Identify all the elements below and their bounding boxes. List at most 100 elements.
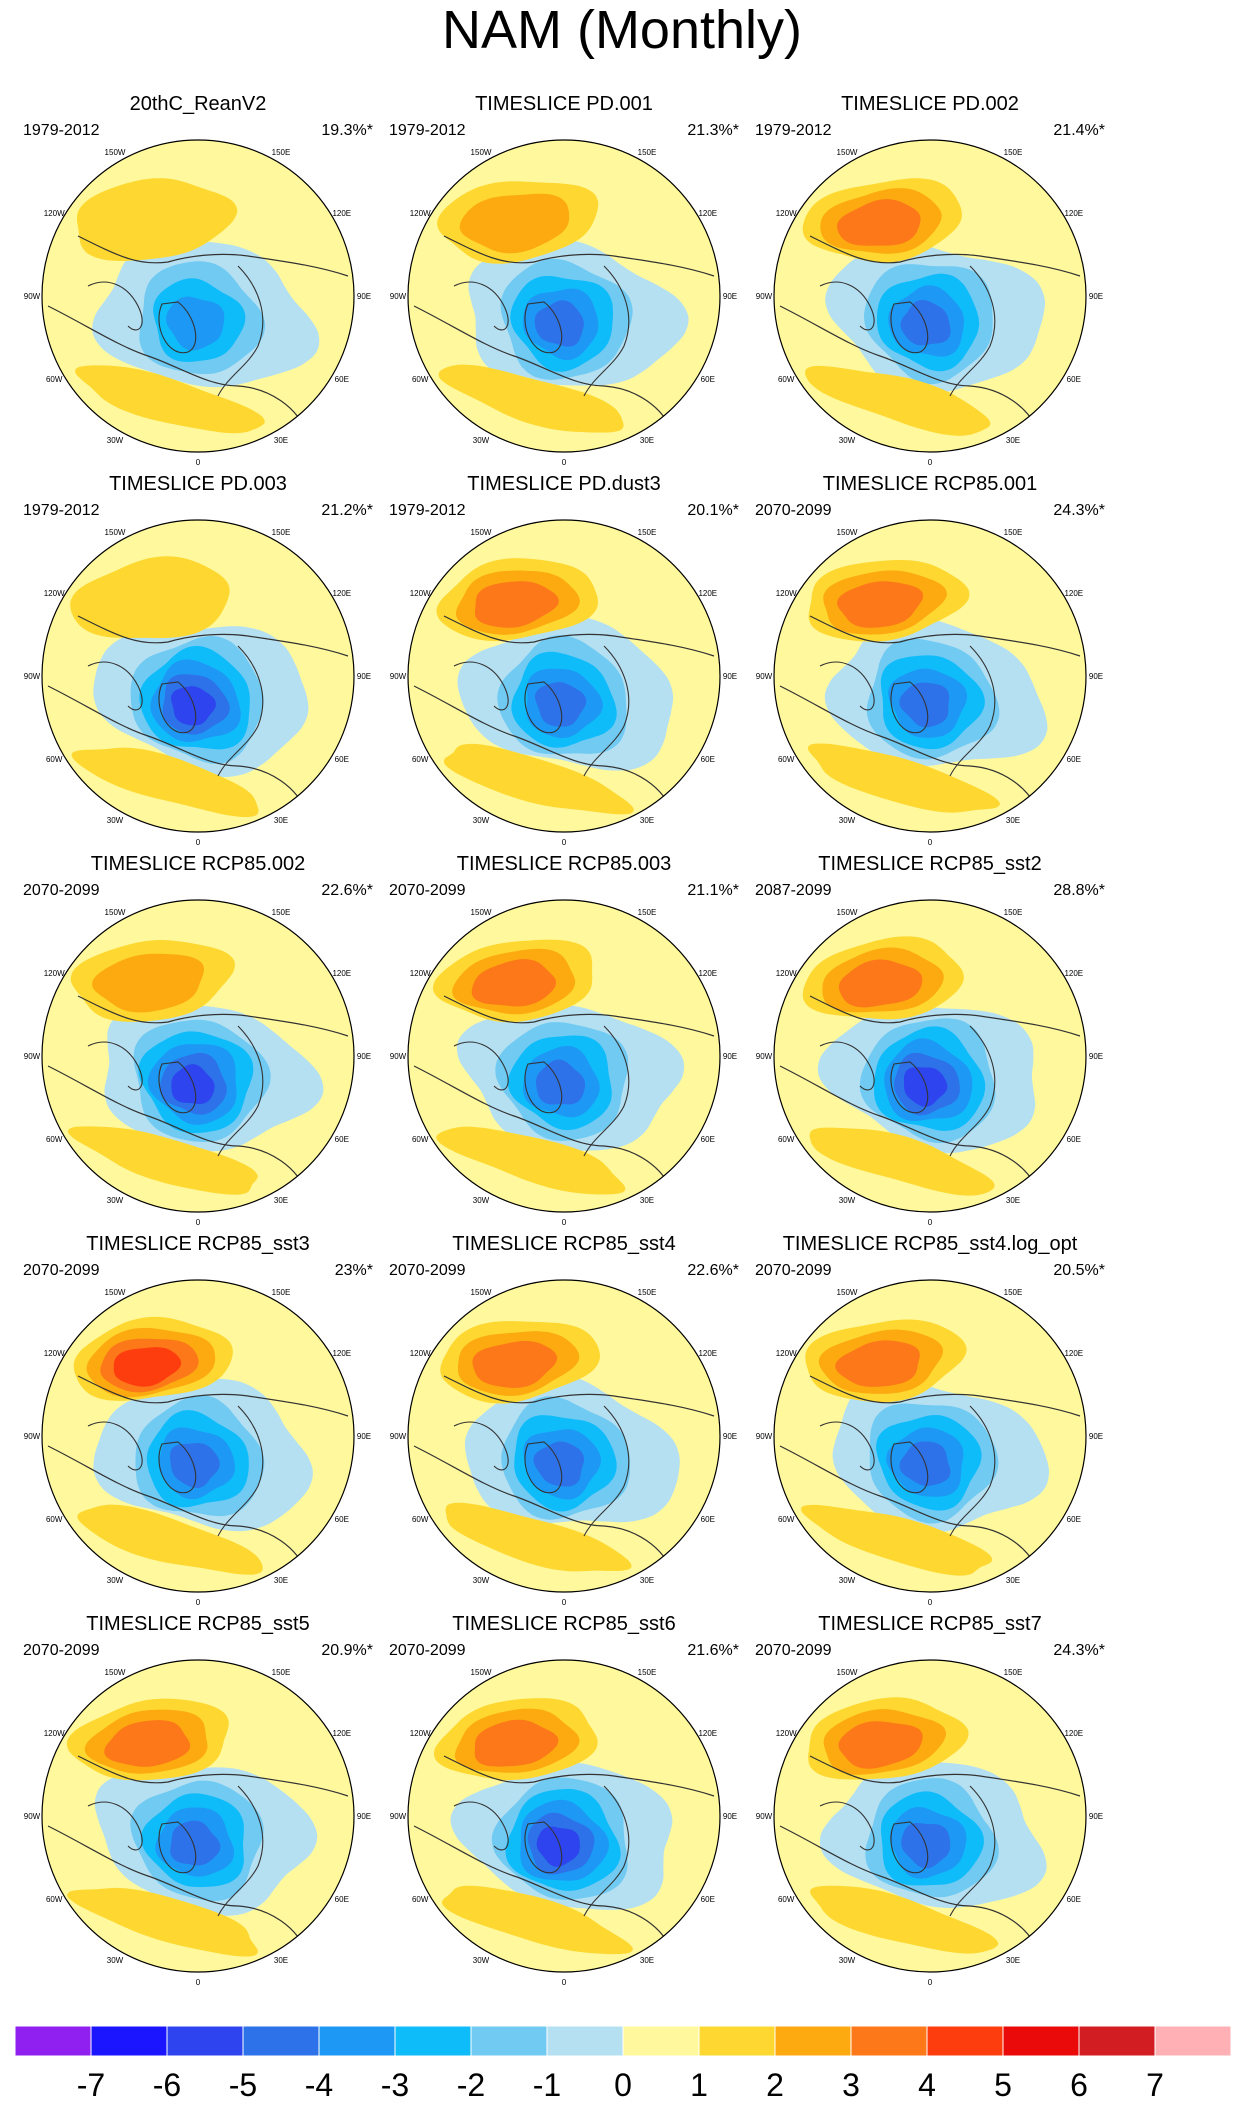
polar-map: 180150E120E90E60E30E030W60W90W120W150W: [756, 519, 1103, 847]
map-panel: TIMESLICE RCP85.0012070-209924.3%*180150…: [747, 472, 1113, 856]
longitude-label: 120E: [332, 1349, 351, 1358]
coastline-greenland: [158, 1821, 197, 1874]
panel-title: TIMESLICE RCP85_sst5: [86, 1613, 310, 1635]
contour-pos-atlantic: [443, 743, 634, 815]
map-boundary: [41, 1279, 355, 1593]
coastline-asia-america: [443, 615, 715, 657]
longitude-label: 0: [196, 838, 201, 847]
coastline-hudson: [453, 281, 509, 331]
figure-title: NAM (Monthly): [441, 0, 803, 60]
coastline-asia-america: [77, 235, 349, 277]
map-boundary: [773, 139, 1087, 453]
panel-variance: 21.2%*: [321, 502, 373, 519]
map-boundary: [773, 1659, 1087, 1973]
colorbar-swatch: [1078, 2025, 1156, 2057]
coastline-europe-atlantic: [413, 305, 675, 437]
longitude-label: 120E: [332, 1729, 351, 1738]
map-panel: TIMESLICE RCP85_sst32070-209923%*180150E…: [15, 1232, 381, 1616]
coastline-siberia: [949, 645, 996, 777]
longitude-label: 0: [928, 1218, 933, 1227]
panel-title: TIMESLICE RCP85_sst2: [818, 853, 1042, 875]
longitude-label: 120W: [410, 969, 431, 978]
longitude-label: 120E: [1064, 209, 1083, 218]
longitude-label: 30E: [640, 816, 654, 825]
panel-period: 1979-2012: [23, 502, 100, 519]
longitude-label: 150E: [272, 148, 291, 157]
longitude-label: 120W: [44, 1349, 65, 1358]
panel-variance: 22.6%*: [321, 882, 373, 899]
polar-map: 180150E120E90E60E30E030W60W90W120W150W: [24, 139, 371, 467]
map-panel: TIMESLICE RCP85.0032070-209921.1%*180150…: [381, 852, 747, 1236]
coastline-europe-atlantic: [779, 685, 1041, 817]
panel-title: TIMESLICE PD.001: [475, 93, 653, 115]
panel-variance: 24.3%*: [1053, 502, 1105, 519]
longitude-label: 90W: [24, 1052, 41, 1061]
coastline-greenland: [890, 1061, 929, 1114]
longitude-label: 150E: [1004, 908, 1023, 917]
coastline-siberia: [583, 1405, 630, 1537]
longitude-label: 120E: [698, 1349, 717, 1358]
coastline-siberia: [583, 645, 630, 777]
map-panel: TIMESLICE RCP85_sst72070-209924.3%*18015…: [747, 1612, 1113, 1996]
panel-period: 1979-2012: [23, 122, 100, 139]
panel-period: 2070-2099: [755, 1642, 832, 1659]
longitude-label: 120W: [410, 1349, 431, 1358]
panel-variance: 24.3%*: [1053, 1642, 1105, 1659]
longitude-label: 150E: [638, 1288, 657, 1297]
panel-period: 2070-2099: [389, 1642, 466, 1659]
panel-period: 2070-2099: [755, 502, 832, 519]
longitude-label: 90W: [756, 1812, 773, 1821]
coastline-greenland: [890, 1821, 929, 1874]
panel-period: 2087-2099: [755, 882, 832, 899]
longitude-label: 150E: [638, 148, 657, 157]
colorbar-swatch: [14, 2025, 92, 2057]
longitude-label: 0: [562, 838, 567, 847]
map-panel: TIMESLICE PD.0021979-201221.4%*180150E12…: [747, 92, 1113, 476]
longitude-label: 30E: [1006, 1576, 1020, 1585]
contour-pos-atlantic: [67, 1887, 258, 1957]
longitude-label: 150W: [105, 908, 126, 917]
map-boundary: [407, 139, 721, 453]
longitude-label: 120W: [44, 209, 65, 218]
longitude-label: 90W: [756, 672, 773, 681]
panel-title: TIMESLICE RCP85_sst7: [818, 1613, 1042, 1635]
longitude-label: 30E: [1006, 1956, 1020, 1965]
coastline-asia-america: [809, 1375, 1081, 1417]
longitude-label: 60E: [335, 1135, 349, 1144]
contour-neg-5: [535, 682, 587, 727]
longitude-label: 60W: [412, 1515, 429, 1524]
map-panel: TIMESLICE RCP85_sst42070-209922.6%*18015…: [381, 1232, 747, 1616]
longitude-label: 30E: [640, 1576, 654, 1585]
colorbar-svg: -7 -6 -5 -4 -3 -2 -1 0 1 2 3 4 5 6 7: [14, 2025, 1232, 2103]
longitude-label: 0: [928, 458, 933, 467]
coastline-greenland: [158, 681, 197, 734]
colorbar-tick-label: -5: [229, 2067, 257, 2103]
map-boundary: [407, 1659, 721, 1973]
contour-pos-atlantic: [77, 1504, 263, 1575]
longitude-label: 60E: [335, 1895, 349, 1904]
coastline-siberia: [583, 1785, 630, 1917]
longitude-label: 60E: [335, 755, 349, 764]
polar-map: 180150E120E90E60E30E030W60W90W120W150W: [390, 519, 737, 847]
coastline-greenland: [524, 301, 563, 354]
longitude-label: 90W: [390, 672, 407, 681]
coastline-greenland: [524, 681, 563, 734]
colorbar-tick-label: 6: [1070, 2067, 1088, 2103]
map-boundary: [773, 1279, 1087, 1593]
contour-pos-pacific-4: [472, 1340, 558, 1388]
map-panel: TIMESLICE RCP85_sst62070-209921.6%*18015…: [381, 1612, 747, 1996]
contour-pos-atlantic: [809, 1127, 995, 1196]
panel-period: 1979-2012: [389, 122, 466, 139]
colorbar-swatch: [698, 2025, 776, 2057]
contour-pos-atlantic: [801, 1504, 993, 1576]
longitude-label: 120E: [698, 589, 717, 598]
longitude-label: 90W: [24, 672, 41, 681]
contour-pos-pacific-4: [838, 959, 923, 1008]
coastline-europe-atlantic: [779, 1445, 1041, 1577]
longitude-label: 150E: [1004, 1668, 1023, 1677]
contour-pos-atlantic: [67, 1126, 258, 1195]
colorbar-tick-label: -7: [77, 2067, 105, 2103]
map-panel: TIMESLICE PD.dust31979-201220.1%*180150E…: [381, 472, 747, 856]
longitude-label: 60W: [412, 375, 429, 384]
longitude-label: 90E: [357, 1052, 371, 1061]
